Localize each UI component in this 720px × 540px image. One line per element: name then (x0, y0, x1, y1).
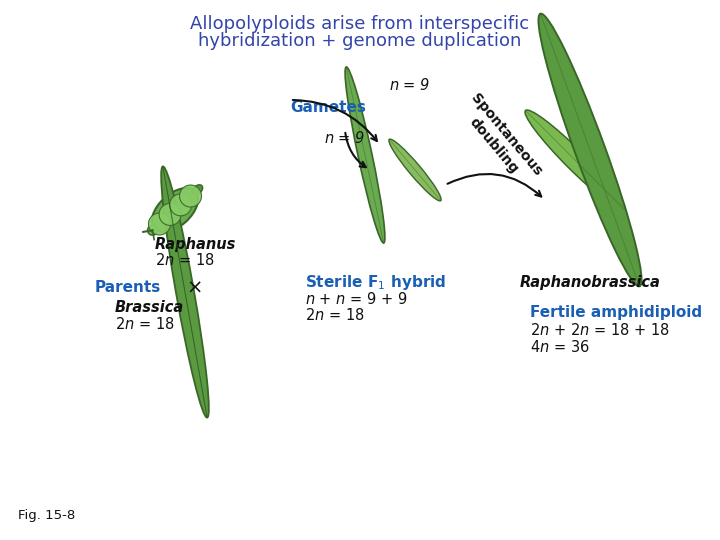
Text: 2$n$ + 2$n$ = 18 + 18: 2$n$ + 2$n$ = 18 + 18 (530, 322, 670, 338)
Ellipse shape (170, 194, 192, 216)
Text: Raphanus: Raphanus (155, 237, 236, 252)
Ellipse shape (525, 110, 625, 210)
Ellipse shape (161, 166, 209, 417)
Text: 2$n$ = 18: 2$n$ = 18 (305, 307, 365, 323)
Text: $n$ = 9: $n$ = 9 (390, 77, 431, 93)
Ellipse shape (345, 67, 385, 243)
Text: $n$ + $n$ = 9 + 9: $n$ + $n$ = 9 + 9 (305, 291, 408, 307)
Ellipse shape (389, 139, 441, 201)
Text: Gametes: Gametes (290, 100, 366, 116)
Ellipse shape (159, 204, 181, 225)
Text: Fig. 15-8: Fig. 15-8 (18, 509, 76, 522)
Ellipse shape (152, 188, 198, 232)
Text: Allopolyploids arise from interspecific: Allopolyploids arise from interspecific (190, 15, 530, 33)
Text: hybridization + genome duplication: hybridization + genome duplication (198, 32, 522, 50)
Ellipse shape (148, 225, 158, 235)
Text: Sterile F$_1$ hybrid: Sterile F$_1$ hybrid (305, 273, 446, 292)
Text: 2$n$ = 18: 2$n$ = 18 (115, 316, 175, 332)
Ellipse shape (179, 185, 202, 207)
Text: Fertile amphidiploid: Fertile amphidiploid (530, 305, 702, 320)
Ellipse shape (192, 185, 203, 195)
Ellipse shape (148, 213, 171, 235)
Text: Brassica: Brassica (115, 300, 184, 315)
Text: 4$n$ = 36: 4$n$ = 36 (530, 339, 590, 355)
Text: $n$ = 9: $n$ = 9 (325, 130, 366, 146)
Text: Parents: Parents (95, 280, 161, 295)
Ellipse shape (539, 14, 642, 286)
Text: Raphanobrassica: Raphanobrassica (520, 274, 660, 289)
Text: ×: × (186, 279, 203, 298)
Text: 2$n$ = 18: 2$n$ = 18 (155, 252, 215, 268)
Text: Spontaneous
doubling: Spontaneous doubling (455, 91, 545, 190)
